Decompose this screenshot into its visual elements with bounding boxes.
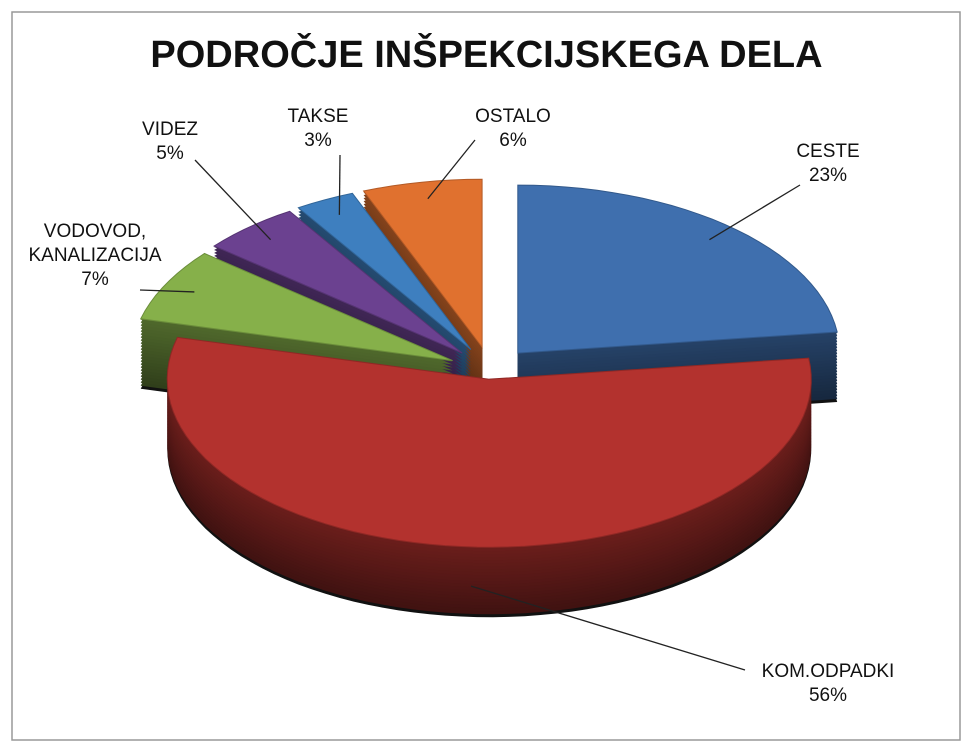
category-label: VIDEZ: [142, 119, 198, 140]
value-label: 56%: [808, 685, 848, 706]
category-label: KOM.ODPADKI: [761, 661, 895, 682]
value-label: 7%: [81, 269, 109, 290]
value-label: 23%: [808, 165, 848, 186]
leader-line: [470, 585, 746, 671]
data-label: TAKSE 3%: [238, 105, 398, 153]
value-label: 5%: [156, 143, 184, 164]
slice-top: [213, 210, 463, 354]
leader-line: [194, 159, 272, 241]
category-label: VODOVOD, KANALIZACIJA: [28, 221, 162, 266]
value-label: 6%: [499, 130, 527, 151]
leader-line: [427, 139, 476, 200]
data-label: OSTALO 6%: [433, 105, 593, 153]
data-label: KOM.ODPADKI 56%: [748, 660, 908, 708]
slice-top: [297, 192, 472, 350]
leader-line: [338, 154, 341, 215]
frame: [11, 11, 961, 741]
leader-line: [139, 289, 195, 293]
slice-top: [362, 178, 483, 349]
value-label: 3%: [304, 130, 332, 151]
category-label: TAKSE: [287, 106, 349, 127]
slice-top: [166, 336, 812, 548]
chart-title: PODROČJE INŠPEKCIJSKEGA DELA: [150, 34, 823, 76]
pie-slice: [517, 184, 838, 424]
data-label: CESTE 23%: [748, 140, 908, 188]
data-label: VODOVOD, KANALIZACIJA 7%: [10, 220, 180, 292]
pie-slice: [166, 336, 812, 618]
slice-top: [517, 184, 838, 354]
slice-top: [139, 252, 453, 362]
data-label: VIDEZ 5%: [90, 118, 250, 166]
category-label: CESTE: [796, 141, 860, 162]
category-label: OSTALO: [475, 106, 551, 127]
leader-line: [709, 184, 801, 241]
